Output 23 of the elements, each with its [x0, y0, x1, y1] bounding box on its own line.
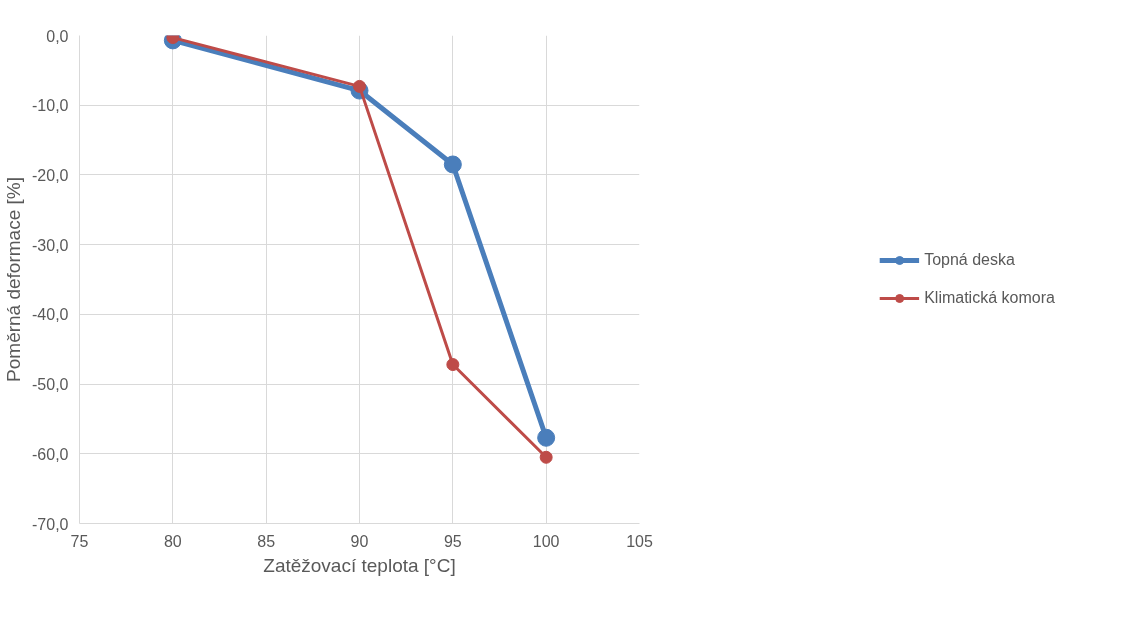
x-axis-title: Zatěžovací teplota [°C] [263, 554, 456, 576]
point [443, 155, 462, 174]
x-tick-label: 75 [70, 532, 89, 550]
legend-label: Topná deska [924, 251, 1015, 269]
y-tick-label: 0,0 [46, 27, 69, 45]
y-tick-label: -40,0 [32, 306, 69, 324]
y-tick-label: -10,0 [32, 97, 69, 115]
x-tick-label: 100 [532, 532, 560, 550]
point [539, 450, 553, 464]
y-tick-label: -70,0 [32, 515, 69, 533]
x-tick-label: 105 [626, 532, 653, 550]
y-tick-label: -30,0 [32, 236, 69, 254]
x-tick-label: 90 [350, 532, 369, 550]
x-tick-label: 80 [163, 532, 182, 550]
x-tick-label: 95 [443, 532, 462, 550]
y-tick-label: -50,0 [32, 376, 69, 394]
legend-label: Klimatická komora [924, 289, 1055, 307]
x-tick-label: 85 [257, 532, 276, 550]
point [537, 428, 556, 447]
y-axis-title: Poměrná deformace [%] [3, 177, 25, 382]
point [446, 358, 460, 372]
y-tick-label: -60,0 [32, 445, 69, 463]
y-tick-label: -20,0 [32, 166, 69, 184]
